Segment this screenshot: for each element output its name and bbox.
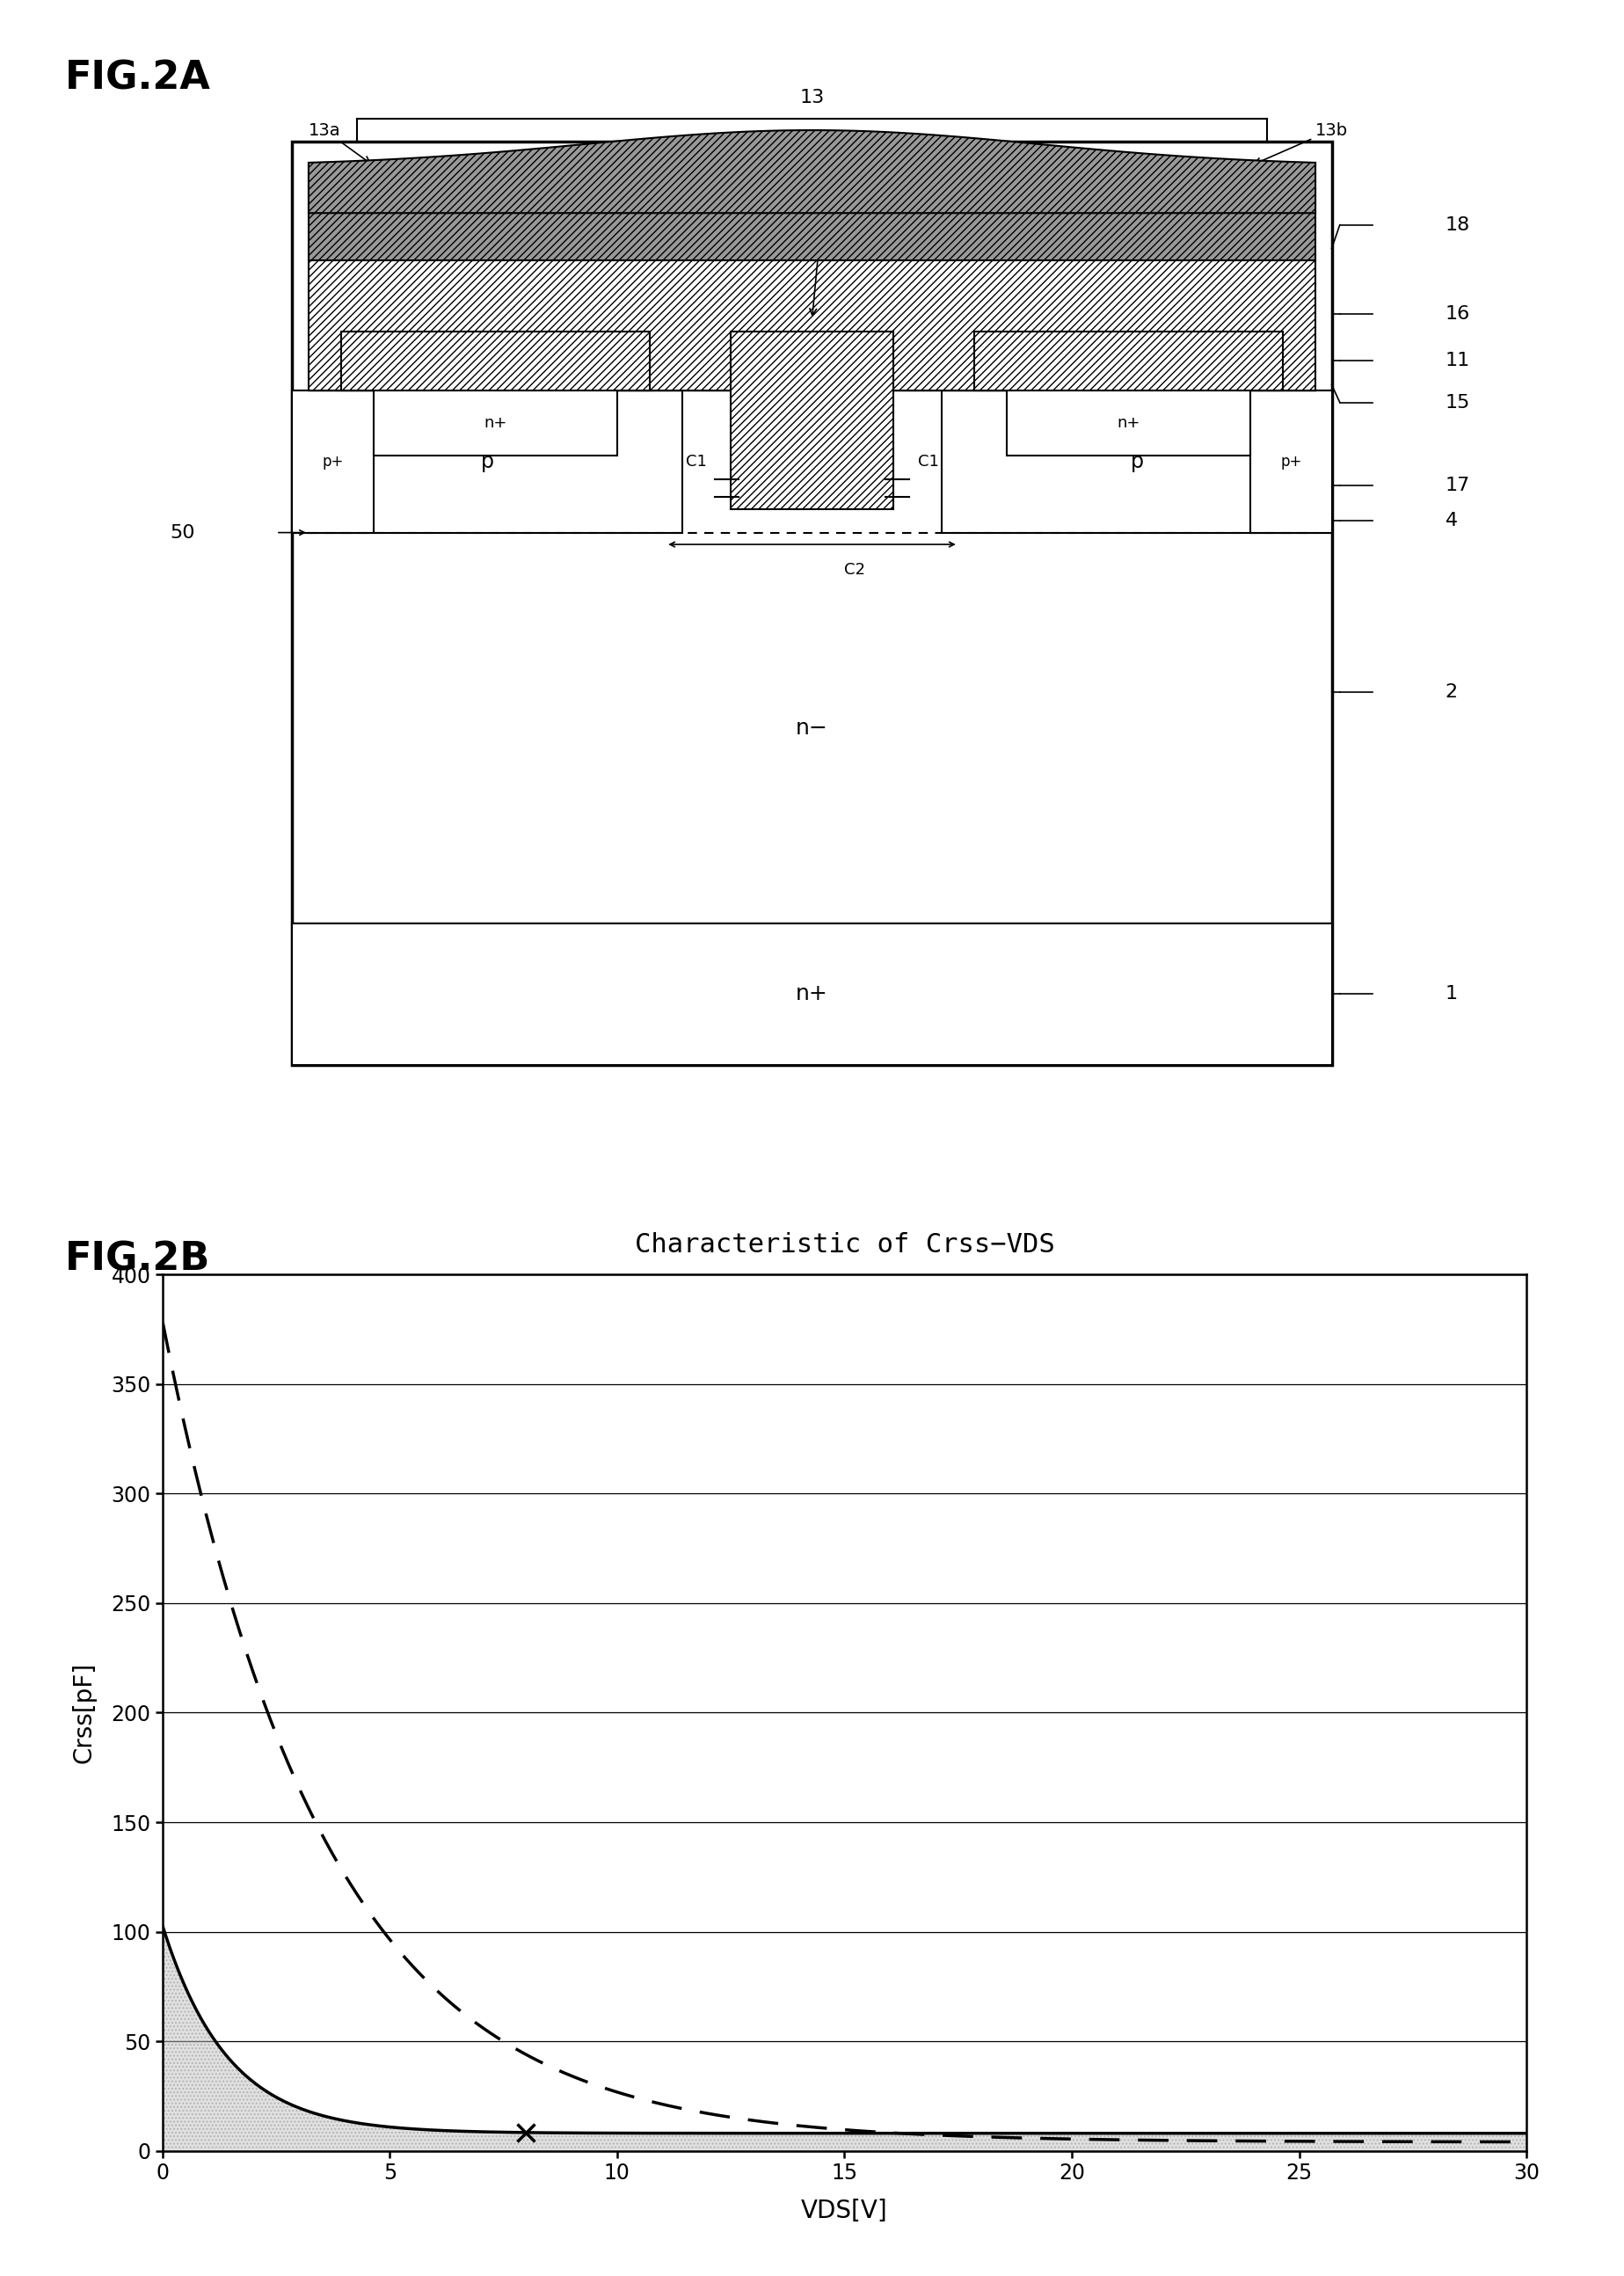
Y-axis label: Crss[pF]: Crss[pF]	[71, 1661, 96, 1764]
Text: n+: n+	[1117, 414, 1140, 430]
Text: FIG.2A: FIG.2A	[65, 59, 211, 98]
Text: n+: n+	[796, 983, 828, 1004]
Text: 15: 15	[1445, 394, 1470, 412]
Text: C1: C1	[685, 453, 706, 469]
Text: 13b: 13b	[1254, 123, 1348, 164]
Text: C1: C1	[918, 453, 939, 469]
Bar	[942, 391, 1332, 533]
Text: p+: p+	[1280, 453, 1302, 469]
Text: n−: n−	[796, 717, 828, 737]
Text: 17: 17	[1445, 476, 1470, 494]
Text: 50: 50	[171, 523, 195, 542]
Bar	[292, 924, 1332, 1065]
Text: 11: 11	[1445, 353, 1470, 369]
Text: n+: n+	[484, 414, 507, 430]
Bar	[292, 141, 1332, 1065]
Text: 13: 13	[799, 89, 825, 107]
Text: FIG.2B: FIG.2B	[65, 1240, 211, 1279]
Text: 18: 18	[1445, 216, 1470, 234]
Polygon shape	[309, 130, 1315, 214]
Text: p+: p+	[322, 453, 344, 469]
Bar	[1250, 391, 1332, 533]
Bar	[374, 391, 617, 455]
Bar	[974, 332, 1283, 391]
Text: 1: 1	[1445, 986, 1458, 1004]
Bar	[309, 259, 1315, 391]
X-axis label: VDS[V]: VDS[V]	[801, 2199, 888, 2224]
Text: 13a: 13a	[309, 123, 370, 164]
Text: p: p	[481, 451, 494, 471]
Bar	[1007, 391, 1250, 455]
Text: 16: 16	[1445, 305, 1470, 323]
Text: 12: 12	[810, 141, 840, 316]
Title: Characteristic of Crss−VDS: Characteristic of Crss−VDS	[635, 1231, 1054, 1259]
Text: C2: C2	[844, 562, 866, 578]
Bar	[341, 332, 650, 391]
Bar	[309, 214, 1315, 259]
Text: 2: 2	[1445, 683, 1458, 701]
Text: p: p	[1130, 451, 1143, 471]
Bar	[292, 391, 682, 533]
Text: 4: 4	[1445, 512, 1458, 530]
Bar	[292, 391, 374, 533]
Bar	[731, 332, 893, 510]
